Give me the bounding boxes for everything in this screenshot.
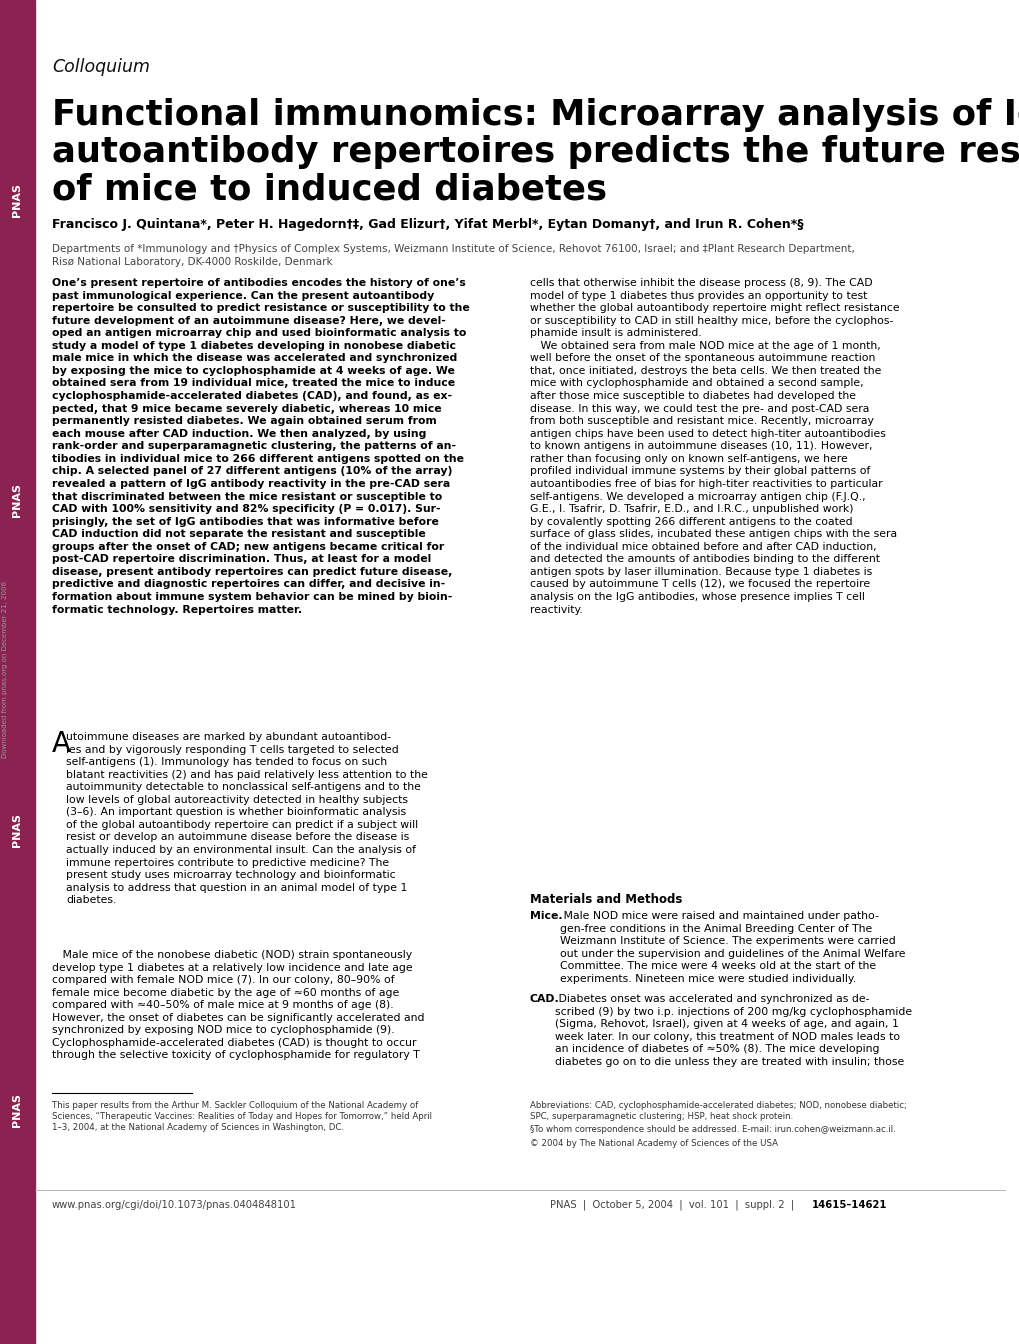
Text: utoimmune diseases are marked by abundant autoantibod-
ies and by vigorously res: utoimmune diseases are marked by abundan… (66, 732, 427, 906)
Text: PNAS: PNAS (12, 813, 22, 847)
Text: Francisco J. Quintana*, Peter H. Hagedorn†‡, Gad Elizur†, Yifat Merbl*, Eytan Do: Francisco J. Quintana*, Peter H. Hagedor… (52, 218, 803, 231)
Text: Colloquium: Colloquium (52, 58, 150, 77)
Text: 14615–14621: 14615–14621 (811, 1200, 887, 1210)
Text: CAD.: CAD. (530, 995, 559, 1004)
Text: Functional immunomics: Microarray analysis of IgG: Functional immunomics: Microarray analys… (52, 98, 1019, 132)
Text: Abbreviations: CAD, cyclophosphamide-accelerated diabetes; NOD, nonobese diabeti: Abbreviations: CAD, cyclophosphamide-acc… (530, 1101, 906, 1121)
Text: Risø National Laboratory, DK-4000 Roskilde, Denmark: Risø National Laboratory, DK-4000 Roskil… (52, 257, 332, 267)
Text: PNAS  |  October 5, 2004  |  vol. 101  |  suppl. 2  |: PNAS | October 5, 2004 | vol. 101 | supp… (549, 1200, 800, 1211)
Text: PNAS: PNAS (12, 183, 22, 216)
Text: Male mice of the nonobese diabetic (NOD) strain spontaneously
develop type 1 dia: Male mice of the nonobese diabetic (NOD)… (52, 950, 424, 1060)
Text: §To whom correspondence should be addressed. E-mail: irun.cohen@weizmann.ac.il.: §To whom correspondence should be addres… (530, 1125, 895, 1134)
Text: Diabetes onset was accelerated and synchronized as de-
scribed (9) by two i.p. i: Diabetes onset was accelerated and synch… (554, 995, 911, 1067)
Text: This paper results from the Arthur M. Sackler Colloquium of the National Academy: This paper results from the Arthur M. Sa… (52, 1101, 432, 1132)
Text: www.pnas.org/cgi/doi/10.1073/pnas.0404848101: www.pnas.org/cgi/doi/10.1073/pnas.040484… (52, 1200, 297, 1210)
Text: PNAS: PNAS (12, 1093, 22, 1128)
Text: of mice to induced diabetes: of mice to induced diabetes (52, 172, 606, 206)
Text: Mice.: Mice. (530, 911, 562, 921)
Text: Departments of *Immunology and †Physics of Complex Systems, Weizmann Institute o: Departments of *Immunology and †Physics … (52, 245, 854, 254)
Text: PNAS: PNAS (12, 482, 22, 517)
Text: Materials and Methods: Materials and Methods (530, 892, 682, 906)
Text: © 2004 by The National Academy of Sciences of the USA: © 2004 by The National Academy of Scienc… (530, 1138, 777, 1148)
Bar (0, 0, 35, 1344)
Text: One’s present repertoire of antibodies encodes the history of one’s
past immunol: One’s present repertoire of antibodies e… (52, 278, 470, 614)
Text: Downloaded from pnas.org on December 21, 2006: Downloaded from pnas.org on December 21,… (2, 582, 8, 758)
Text: Male NOD mice were raised and maintained under patho-
gen-free conditions in the: Male NOD mice were raised and maintained… (559, 911, 905, 984)
Text: autoantibody repertoires predicts the future response: autoantibody repertoires predicts the fu… (52, 134, 1019, 169)
Text: cells that otherwise inhibit the disease process (8, 9). The CAD
model of type 1: cells that otherwise inhibit the disease… (530, 278, 899, 614)
Text: A: A (52, 730, 71, 758)
